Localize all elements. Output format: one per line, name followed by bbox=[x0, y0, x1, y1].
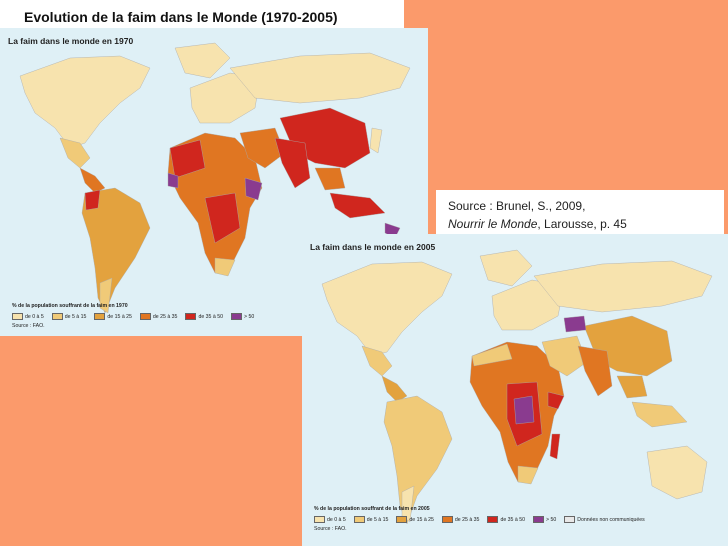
legend-2005-item: de 25 à 35 bbox=[441, 516, 480, 523]
legend-2005-item: de 0 à 5 bbox=[314, 516, 346, 523]
legend-1970-items: de 0 à 5 de 5 à 15 de 15 à 25 de 25 à 35 de … bbox=[12, 313, 262, 320]
legend-2005-label: Données non communiquées bbox=[577, 516, 645, 523]
legend-2005-title: % de la population souffrant de la faim … bbox=[314, 506, 430, 512]
world-map-2005 bbox=[321, 249, 713, 525]
legend-1970-item: > 50 bbox=[230, 313, 255, 320]
map-1970-title: La faim dans le monde en 1970 bbox=[8, 36, 134, 46]
legend-2005-swatch bbox=[441, 516, 453, 523]
legend-1970-item: de 5 à 15 bbox=[51, 313, 87, 320]
map-2005: La faim dans le monde en 2005 % de la po… bbox=[302, 234, 728, 546]
legend-1970: % de la population souffrant de la faim … bbox=[12, 303, 262, 329]
legend-1970-item: de 35 à 50 bbox=[185, 313, 223, 320]
legend-2005-swatch bbox=[532, 516, 544, 523]
legend-1970-label: de 25 à 35 bbox=[152, 313, 178, 320]
legend-2005-label: de 0 à 5 bbox=[327, 516, 346, 523]
legend-2005-label: de 25 à 35 bbox=[454, 516, 480, 523]
legend-2005-label: de 15 à 25 bbox=[409, 516, 434, 523]
source-citation: Source : Brunel, S., 2009, Nourrir le Mo… bbox=[436, 190, 724, 234]
source-line1: Source : Brunel, S., 2009, bbox=[448, 199, 586, 213]
legend-2005-item: Données non communiquées bbox=[564, 516, 645, 523]
legend-1970-label: de 15 à 25 bbox=[107, 313, 132, 320]
legend-2005-item: de 35 à 50 bbox=[487, 516, 525, 523]
legend-1970-swatch bbox=[185, 313, 197, 320]
legend-2005-swatch bbox=[396, 516, 408, 523]
legend-1970-swatch bbox=[94, 313, 106, 320]
legend-1970-label: > 50 bbox=[243, 313, 255, 320]
legend-2005-swatch bbox=[487, 516, 499, 523]
legend-1970-swatch bbox=[139, 313, 151, 320]
world-map-1970 bbox=[19, 42, 411, 314]
legend-1970-label: de 0 à 5 bbox=[25, 313, 44, 320]
legend-1970-item: de 0 à 5 bbox=[12, 313, 44, 320]
legend-1970-label: de 5 à 15 bbox=[64, 313, 87, 320]
legend-2005-items: de 0 à 5 de 5 à 15 de 15 à 25 de 25 à 35 de … bbox=[314, 516, 653, 523]
legend-2005-swatch bbox=[314, 516, 325, 523]
legend-1970-item: de 15 à 25 bbox=[94, 313, 132, 320]
legend-2005-label: de 5 à 15 bbox=[366, 516, 389, 523]
legend-1970-swatch bbox=[51, 313, 63, 320]
legend-2005-item: > 50 bbox=[532, 516, 557, 523]
legend-2005-item: de 15 à 25 bbox=[396, 516, 434, 523]
legend-2005-label: de 35 à 50 bbox=[500, 516, 525, 523]
source-book-title: Nourrir le Monde bbox=[448, 217, 538, 231]
legend-1970-item: de 25 à 35 bbox=[139, 313, 178, 320]
map-1970: La faim dans le monde en 1970 % de la po… bbox=[0, 28, 428, 336]
legend-2005-swatch bbox=[564, 516, 576, 523]
legend-1970-source: Source : FAO. bbox=[12, 323, 45, 329]
legend-1970-label: de 35 à 50 bbox=[198, 313, 223, 320]
legend-1970-swatch bbox=[12, 313, 23, 320]
legend-2005-item: de 5 à 15 bbox=[353, 516, 389, 523]
source-publisher: , Larousse, p. 45 bbox=[537, 217, 627, 231]
map-2005-title: La faim dans le monde en 2005 bbox=[310, 242, 436, 252]
legend-1970-title: % de la population souffrant de la faim … bbox=[12, 303, 128, 309]
legend-1970-swatch bbox=[230, 313, 242, 320]
source-line2: Nourrir le Monde, Larousse, p. 45 bbox=[448, 215, 724, 233]
legend-2005: % de la population souffrant de la faim … bbox=[314, 506, 653, 532]
legend-2005-swatch bbox=[353, 516, 365, 523]
legend-2005-source: Source : FAO. bbox=[314, 526, 347, 532]
legend-2005-label: > 50 bbox=[545, 516, 557, 523]
